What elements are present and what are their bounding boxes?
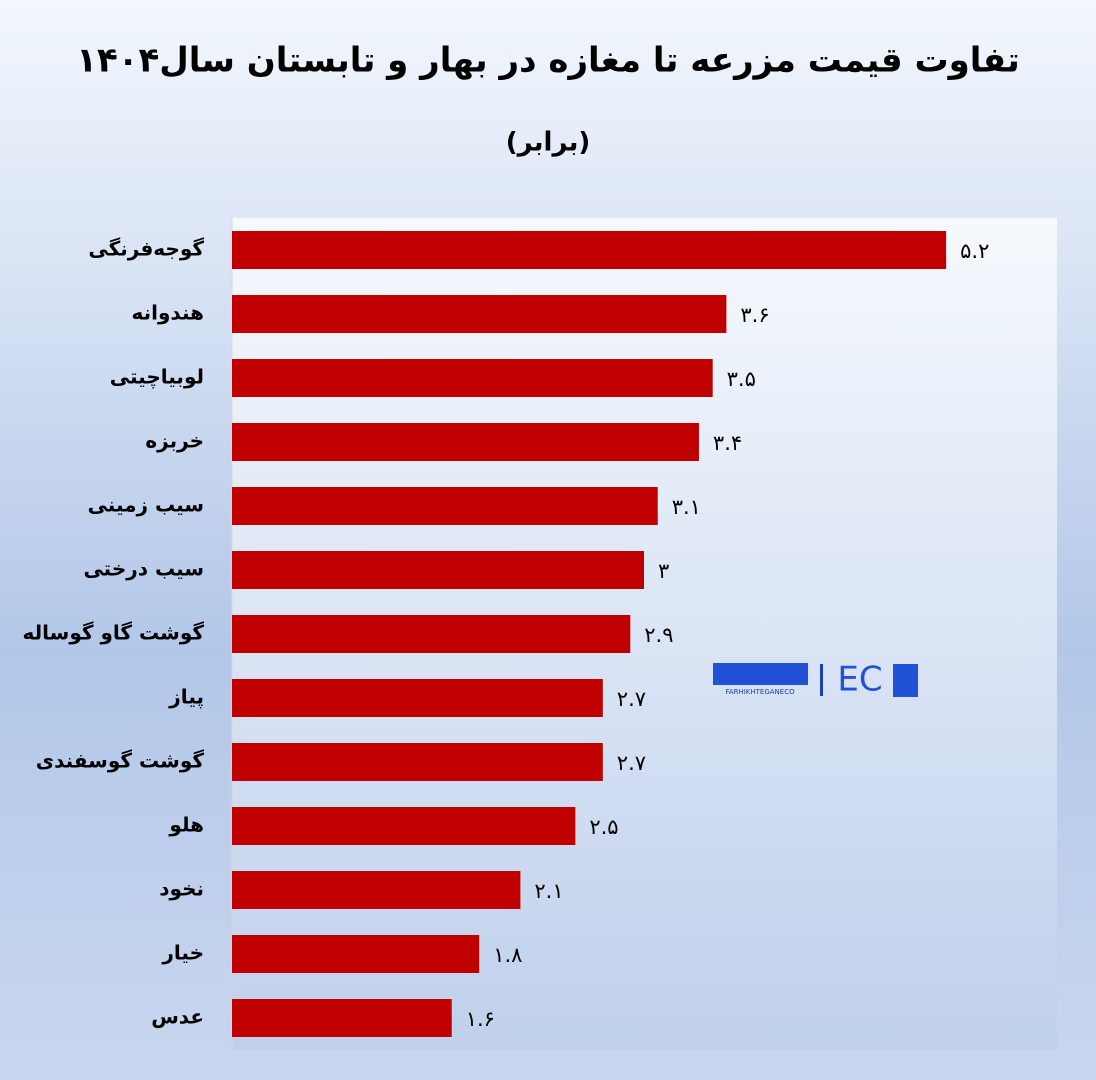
value-label: ۳.۶ — [740, 303, 769, 327]
watermark-badge — [893, 664, 918, 697]
bar — [232, 871, 521, 909]
value-label: ۳.۴ — [713, 431, 742, 455]
bar — [232, 231, 947, 269]
bar — [232, 807, 576, 845]
value-label: ۲.۱ — [534, 879, 563, 903]
y-tick-label: عدس — [151, 1005, 204, 1029]
value-label: ۳.۱ — [672, 495, 701, 519]
value-label: ۱.۸ — [493, 943, 522, 967]
bar — [232, 999, 452, 1037]
bar — [232, 423, 699, 461]
bar — [232, 551, 644, 589]
watermark-logo: EC — [837, 660, 882, 700]
y-tick-label: لوبیاچیتی — [110, 365, 204, 390]
bar — [232, 295, 727, 333]
value-label: ۵.۲ — [960, 239, 989, 263]
watermark: FARHIKHTEGANECO EC — [713, 660, 918, 700]
watermark-text: FARHIKHTEGANECO — [725, 688, 795, 696]
bar — [232, 359, 713, 397]
value-label: ۳.۵ — [727, 367, 756, 391]
y-tick-label: خیار — [161, 941, 204, 965]
bar — [232, 743, 603, 781]
value-label: ۳ — [658, 559, 669, 583]
y-tick-label: سیب درختی — [83, 557, 204, 581]
y-tick-label: گوشت گوسفندی — [36, 749, 205, 773]
y-tick-label: خربزه — [145, 429, 204, 453]
watermark-bar — [820, 664, 823, 696]
y-tick-label: نخود — [159, 877, 204, 901]
chart-subtitle: (برابر) — [506, 128, 591, 158]
value-label: ۲.۷ — [617, 687, 646, 711]
bar — [232, 935, 480, 973]
bar — [232, 679, 603, 717]
watermark-icons — [713, 663, 808, 685]
y-tick-label: هندوانه — [131, 301, 204, 325]
y-tick-label: پیاز — [168, 685, 204, 710]
value-label: ۱.۶ — [466, 1007, 495, 1031]
y-tick-label: سیب زمینی — [88, 493, 204, 517]
bar — [232, 487, 658, 525]
y-tick-label: گوشت گاو گوساله — [23, 621, 205, 645]
y-tick-label: گوجه‌فرنگی — [88, 237, 204, 261]
bar — [232, 615, 631, 653]
y-tick-label: هلو — [168, 813, 204, 837]
value-label: ۲.۵ — [589, 815, 618, 839]
chart-title: تفاوت قیمت مزرعه تا مغازه در بهار و تابس… — [76, 41, 1020, 81]
value-label: ۲.۷ — [617, 751, 646, 775]
value-label: ۲.۹ — [644, 623, 673, 647]
